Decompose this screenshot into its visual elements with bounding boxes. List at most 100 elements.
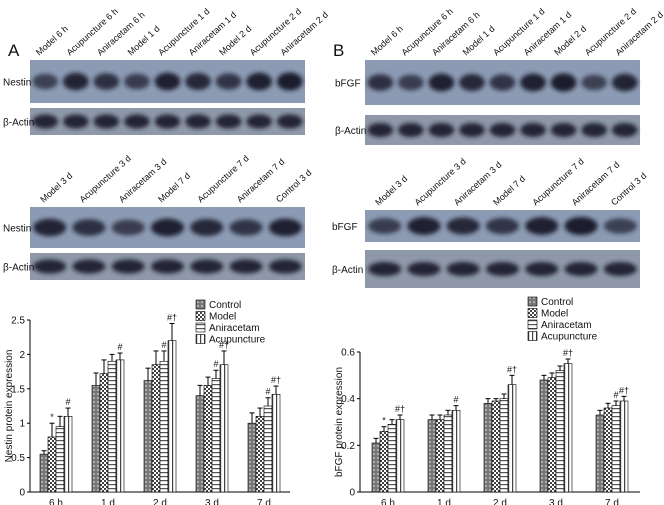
blot-band — [93, 73, 120, 90]
bar — [603, 407, 613, 493]
bar — [63, 416, 73, 493]
blot-row-label: β-Actin — [335, 126, 366, 137]
bar — [195, 395, 205, 493]
bar — [47, 436, 57, 493]
blot-band — [276, 72, 303, 91]
legend-label: Model — [541, 309, 568, 320]
blot-band — [368, 262, 402, 276]
blot-band — [564, 217, 598, 235]
blot-band — [398, 74, 424, 91]
bar — [443, 414, 453, 493]
bar — [219, 364, 229, 493]
error-bar — [509, 374, 515, 385]
blot-band — [72, 219, 106, 236]
significance-mark: # — [265, 387, 270, 397]
blot-band — [185, 72, 211, 91]
error-bar — [397, 414, 403, 420]
lane-label: Model 7 d — [491, 174, 527, 208]
error-bar — [57, 415, 63, 427]
lane-label: Model 6 h — [369, 24, 405, 58]
blot-band — [63, 72, 89, 91]
error-bar — [373, 437, 379, 443]
bar — [247, 422, 257, 493]
lane-label: Acupuncture 6 h — [64, 6, 119, 57]
bar — [99, 373, 109, 493]
panel-label: A — [8, 41, 20, 60]
error-bar — [565, 358, 571, 364]
x-tick-label: 6 h — [49, 498, 63, 505]
error-bar — [221, 350, 227, 365]
bar — [91, 385, 101, 493]
bar — [107, 360, 117, 493]
bar — [151, 364, 161, 493]
error-bar — [41, 450, 47, 455]
error-bar — [93, 372, 99, 386]
y-axis-title: Nestin protein expression — [4, 350, 15, 463]
legend-label: Control — [541, 297, 573, 308]
lane-label: Model 3 d — [373, 174, 409, 208]
x-tick-label: 2 d — [493, 498, 507, 505]
error-bar — [169, 322, 175, 341]
bar — [491, 400, 501, 493]
panel-label: B — [333, 41, 344, 60]
error-bar — [153, 350, 159, 365]
bar — [387, 424, 397, 493]
bar — [263, 405, 273, 493]
blot-band — [154, 72, 181, 91]
y-tick-label: 0.5 — [11, 453, 25, 464]
blot-band — [489, 74, 516, 91]
error-bar — [597, 409, 603, 415]
blot-band — [611, 123, 638, 137]
x-tick-label: 1 d — [437, 498, 451, 505]
bar — [271, 394, 281, 493]
lane-label: Model 3 d — [38, 171, 74, 205]
bar — [483, 403, 493, 493]
blot-band — [215, 114, 242, 129]
error-bar — [273, 385, 279, 395]
blot-band — [611, 73, 638, 92]
lane-label: Control 3 d — [609, 171, 648, 208]
error-bar — [453, 405, 459, 411]
error-bar — [493, 398, 499, 401]
bar — [395, 419, 405, 493]
blot-band — [367, 123, 394, 137]
legend-label: Aniracetam — [541, 320, 592, 331]
error-bar — [117, 352, 123, 360]
blot-band — [268, 218, 302, 237]
blot-band — [215, 73, 242, 90]
error-bar — [101, 359, 107, 374]
significance-mark: #† — [219, 340, 229, 350]
bar — [427, 419, 437, 493]
y-tick-label: 0.2 — [341, 441, 355, 452]
y-tick-label: 2.5 — [11, 316, 25, 327]
error-bar — [605, 402, 611, 408]
bar — [563, 363, 573, 493]
legend-swatch — [195, 334, 206, 344]
significance-mark: # — [65, 397, 70, 407]
blot-band — [124, 114, 150, 129]
bar — [611, 405, 621, 493]
blot-row-label: β-Actin — [332, 265, 363, 276]
y-axis-title: bFGF protein expression — [334, 367, 345, 477]
error-bar — [621, 395, 627, 401]
blot-band — [486, 217, 519, 235]
bar — [255, 416, 265, 493]
blot-band — [446, 217, 480, 235]
legend-label: Model — [209, 312, 236, 323]
error-bar — [613, 400, 619, 406]
blot-band — [525, 217, 559, 235]
bar — [499, 398, 509, 493]
blot-band — [151, 259, 184, 274]
blot-band — [550, 73, 577, 92]
blot-band — [428, 123, 455, 137]
x-tick-label: 3 d — [549, 498, 563, 505]
blot-band — [368, 218, 402, 234]
blot-row-label: bFGF — [332, 222, 358, 233]
x-tick-label: 7 d — [605, 498, 619, 505]
error-bar — [109, 353, 115, 362]
blot-band — [489, 123, 516, 137]
blot-band — [124, 73, 150, 90]
blot-band — [229, 219, 263, 236]
lane-label: Model 7 d — [156, 171, 192, 205]
